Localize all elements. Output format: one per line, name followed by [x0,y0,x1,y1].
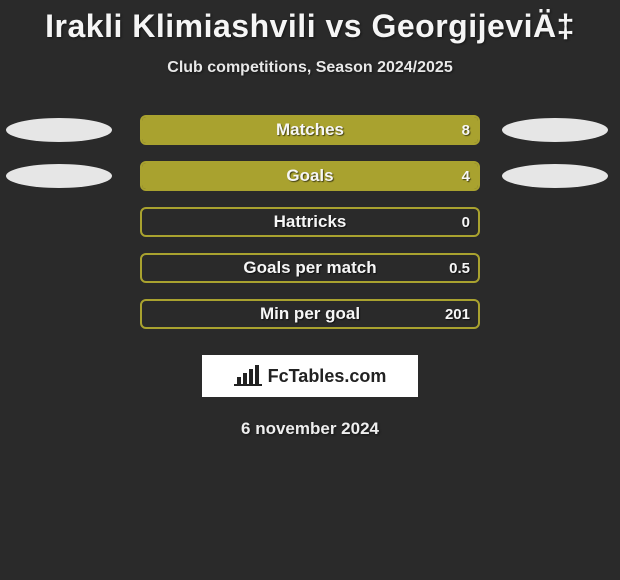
bar-chart-icon [234,365,262,387]
stat-value: 4 [462,168,470,185]
stat-rows: Matches8Goals4Hattricks0Goals per match0… [0,115,620,329]
subtitle: Club competitions, Season 2024/2025 [0,59,620,77]
stat-value: 0 [462,214,470,231]
stat-label: Matches [142,120,478,140]
stat-bar: Hattricks0 [140,207,480,237]
right-ellipse [502,164,608,188]
stat-bar: Goals4 [140,161,480,191]
stat-row: Min per goal201 [0,299,620,329]
stat-label: Min per goal [142,304,478,324]
stat-row: Hattricks0 [0,207,620,237]
stat-label: Goals per match [142,258,478,278]
logo-box[interactable]: FcTables.com [202,355,418,397]
comparison-card: Irakli Klimiashvili vs GeorgijeviÄ‡ Club… [0,0,620,439]
stat-bar: Goals per match0.5 [140,253,480,283]
stat-value: 8 [462,122,470,139]
stat-bar: Matches8 [140,115,480,145]
left-ellipse [6,164,112,188]
stat-label: Goals [142,166,478,186]
page-title: Irakli Klimiashvili vs GeorgijeviÄ‡ [0,8,620,45]
date-text: 6 november 2024 [0,419,620,439]
stat-label: Hattricks [142,212,478,232]
stat-value: 0.5 [449,260,470,277]
left-ellipse [6,118,112,142]
stat-bar: Min per goal201 [140,299,480,329]
stat-row: Matches8 [0,115,620,145]
right-ellipse [502,118,608,142]
stat-value: 201 [445,306,470,323]
stat-row: Goals4 [0,161,620,191]
logo-text: FcTables.com [268,366,387,387]
stat-row: Goals per match0.5 [0,253,620,283]
